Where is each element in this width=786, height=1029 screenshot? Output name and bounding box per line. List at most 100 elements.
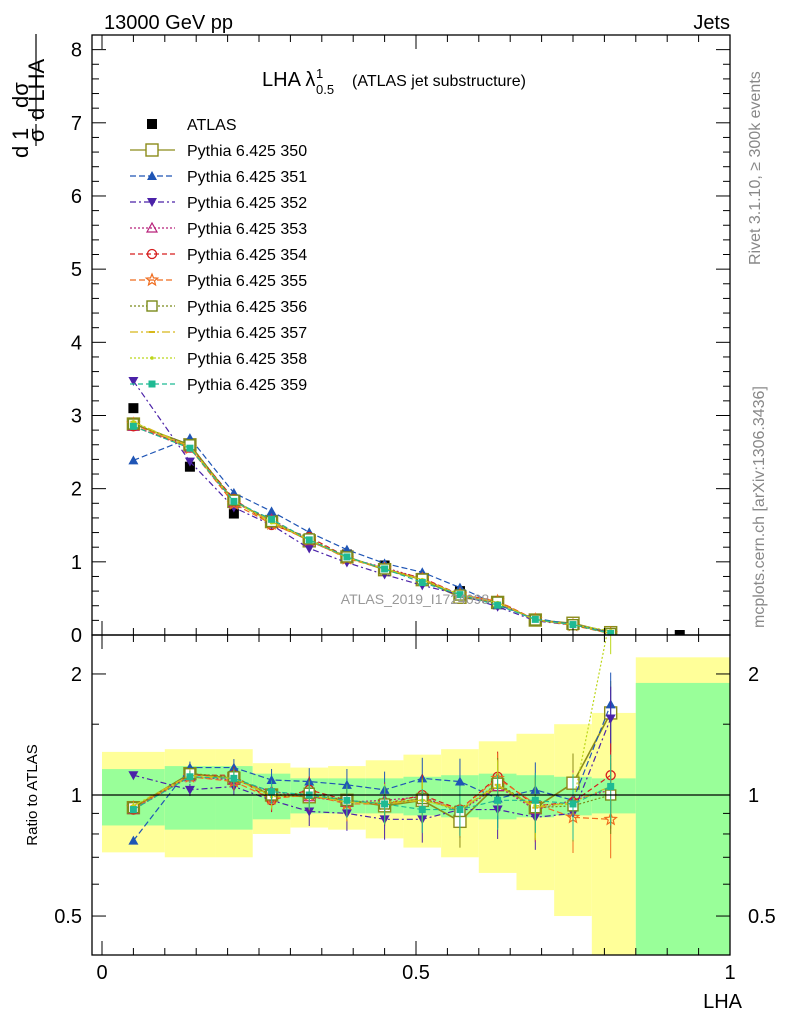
rivet-label: Rivet 3.1.10, ≥ 300k events [747,71,764,265]
series-point-main [184,457,195,467]
series-point-ratio [494,796,502,804]
main-y-tick-label: 0 [71,625,82,647]
legend-label: Pythia 6.425 357 [187,325,307,342]
ratio-uncertainty-bands [102,657,730,955]
legend-label-atlas: ATLAS [187,117,237,134]
series-point-ratio [341,779,352,789]
series-point-ratio [343,796,351,804]
main-y-tick-label: 1 [71,552,82,574]
legend-marker [145,143,159,157]
legend-marker [147,198,157,207]
series-point-main [128,376,139,386]
header-left: 13000 GeV pp [104,12,233,34]
main-y-tick-label: 8 [71,40,82,62]
legend-marker-atlas [147,119,157,129]
title-sup: 1 [316,66,323,81]
title-tail: (ATLAS jet substructure) [352,73,526,90]
main-series [126,376,685,635]
header-right: Jets [693,12,730,34]
legend-label: Pythia 6.425 350 [187,143,307,160]
legend-marker [148,380,156,388]
inner-band-bin [635,682,730,955]
outer-band-bin [591,712,636,955]
x-axis-label: LHA [703,991,743,1013]
series-point-main [569,621,577,629]
legend-label: Pythia 6.425 358 [187,351,307,368]
legend-marker [144,272,160,287]
ratio-y-tick-label-right: 1 [748,785,759,807]
legend-marker [150,356,154,360]
ratio-y-label: Ratio to ATLAS [24,744,41,845]
series-point-ratio [381,800,389,808]
series-point-ratio [186,773,194,781]
plot-title: LHA λ 1 0.5 (ATLAS jet substructure) [262,66,526,97]
legend-marker [147,171,157,180]
series-point-ratio [268,788,276,796]
main-y-tick-label: 5 [71,259,82,281]
series-point-main [186,444,194,452]
series-point-ratio [605,714,616,724]
series-point-ratio [230,774,238,782]
main-y-tick-label: 7 [71,113,82,135]
legend-marker [145,221,159,233]
atlas-data-point [128,403,139,414]
series-point-main [128,455,139,465]
ratio-y-tick-label-right: 0.5 [748,906,776,928]
legend-label: Pythia 6.425 352 [187,195,307,212]
series-point-main [129,422,137,430]
ylabel-one: 1 [8,128,33,140]
mcplots-label: mcplots.cern.ch [arXiv:1306.3436] [751,386,768,628]
series-point-ratio [129,806,137,814]
series-point-ratio [454,776,465,786]
x-tick-label: 1 [724,962,735,984]
legend-marker [146,300,158,312]
series-point-main [266,506,277,516]
series-point-ratio [418,806,426,814]
series-point-main [230,497,238,505]
ratio-y-tick-label-left: 2 [71,664,82,686]
ylabel-dsigma: dσ [8,82,33,108]
x-tick-label: 0.5 [402,962,430,984]
x-tick-label: 0 [96,962,107,984]
legend-marker [146,248,158,260]
legend-label: Pythia 6.425 351 [187,169,307,186]
ratio-y-tick-label-right: 2 [748,664,759,686]
atlas-data-point [228,508,239,519]
legend-label: Pythia 6.425 359 [187,377,307,394]
legend-label: Pythia 6.425 354 [187,247,307,264]
series-point-main [531,615,539,623]
legend-label: Pythia 6.425 355 [187,273,307,290]
main-y-tick-label: 6 [71,186,82,208]
atlas-data-point [674,630,685,635]
legend-label: Pythia 6.425 353 [187,221,307,238]
series-point-main [343,553,351,561]
series-point-main [381,565,389,573]
ratio-y-tick-label-left: 1 [71,785,82,807]
atlas-data-point [184,461,195,472]
series-point-ratio [266,774,277,784]
main-y-tick-label: 4 [71,332,82,354]
title-sub: 0.5 [316,82,334,97]
series-point-main [456,591,464,599]
series-point-main [131,419,136,424]
legend: ATLAS Pythia 6.425 350 Pythia 6.425 351 Pyt… [130,117,307,394]
title-main: LHA λ [262,69,315,91]
series-point-main [268,515,276,523]
series-point-ratio [456,806,464,814]
main-y-tick-label: 2 [71,479,82,501]
series-point-ratio [609,613,613,617]
legend-label: Pythia 6.425 356 [187,299,307,316]
main-y-label: d 1 σ dσ d LHA [8,34,49,158]
series-point-main [305,536,313,544]
main-y-tick-label: 3 [71,405,82,427]
series-point-ratio [531,796,539,804]
series-point-ratio [569,800,577,808]
series-point-ratio [184,785,195,795]
series-point-ratio [128,835,139,845]
series-point-main [494,601,502,609]
series-point-main [418,578,426,586]
series-point-main [607,629,615,635]
